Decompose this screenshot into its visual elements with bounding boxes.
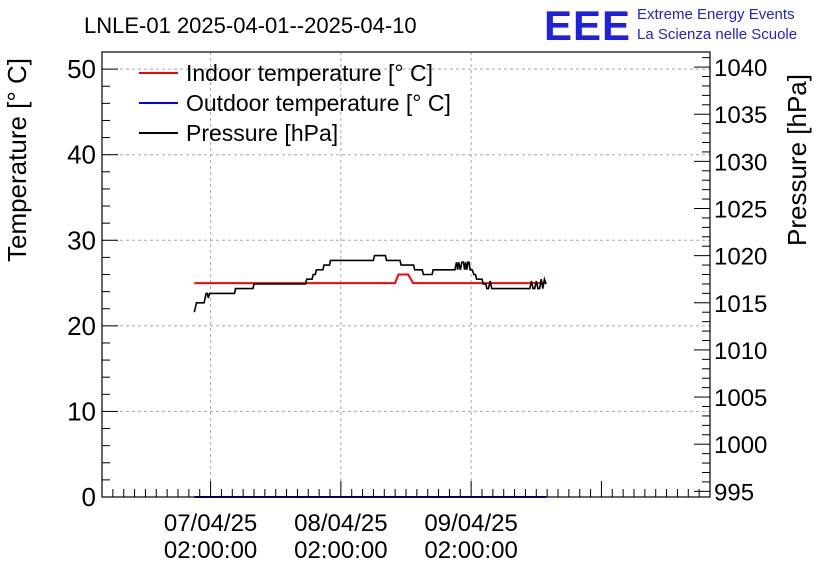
right-tick-label: 1040 <box>714 55 767 82</box>
y-axis-right-label: Pressure [hPa] <box>782 74 812 246</box>
right-tick-label: 1035 <box>714 102 767 129</box>
right-tick-label: 1000 <box>714 432 767 459</box>
right-tick-label: 1015 <box>714 291 767 318</box>
legend-label: Pressure [hPa] <box>186 120 338 146</box>
eee-logo: EEE Extreme Energy Events La Scienza nel… <box>544 2 797 49</box>
logo-line-1: Extreme Energy Events <box>637 6 795 23</box>
x-tick-label-time: 02:00:00 <box>294 537 387 564</box>
left-tick-label: 0 <box>82 482 96 512</box>
legend-label: Indoor temperature [° C] <box>186 60 433 86</box>
y-axis-left-label: Temperature [° C] <box>2 58 32 262</box>
series-line-0 <box>194 273 547 285</box>
logo-mark: EEE <box>544 2 631 49</box>
right-tick-label: 995 <box>714 479 754 506</box>
right-tick-label: 1005 <box>714 385 767 412</box>
grid <box>102 52 710 497</box>
left-tick-label: 20 <box>67 311 96 341</box>
x-tick-label-time: 02:00:00 <box>424 537 517 564</box>
right-tick-label: 1010 <box>714 338 767 365</box>
x-tick-label-date: 09/04/25 <box>424 510 517 537</box>
left-tick-label: 30 <box>67 225 96 255</box>
left-tick-label: 10 <box>67 396 96 426</box>
legend: Indoor temperature [° C] Outdoor temperat… <box>139 60 451 146</box>
legend-label: Outdoor temperature [° C] <box>186 90 451 116</box>
x-tick-label-date: 08/04/25 <box>294 510 387 537</box>
right-tick-label: 1030 <box>714 149 767 176</box>
left-tick-label: 50 <box>67 54 96 84</box>
chart-title: LNLE-01 2025-04-01--2025-04-10 <box>84 13 417 38</box>
right-tick-label: 1020 <box>714 244 767 271</box>
left-tick-label: 40 <box>67 140 96 170</box>
right-tick-label: 1025 <box>714 197 767 224</box>
logo-line-2: La Scienza nelle Scuole <box>637 26 797 43</box>
axes: 0102030405099510001005101010151020102510… <box>67 51 767 564</box>
series-line-2 <box>193 254 547 313</box>
x-tick-label-date: 07/04/25 <box>164 510 257 537</box>
x-tick-label-time: 02:00:00 <box>164 537 257 564</box>
